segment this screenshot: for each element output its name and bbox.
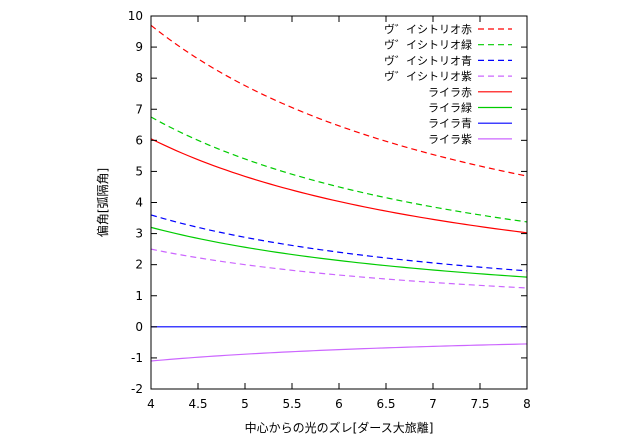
legend-label: ライラ赤	[428, 86, 472, 99]
y-tick-label: 5	[135, 164, 143, 178]
series-line-5	[150, 226, 528, 278]
x-axis-title: 中心からの光のズレ[ダース大旅離]	[245, 420, 434, 435]
series-line-3	[150, 248, 528, 289]
legend-label: ヴ゛イシトリオ青	[384, 53, 472, 67]
legend-label: ヴ゛イシトリオ緑	[384, 38, 472, 52]
series-layer	[150, 24, 528, 362]
legend-label: ライラ青	[428, 117, 472, 130]
x-tick-label: 5	[241, 397, 249, 411]
series-line-1	[150, 116, 528, 223]
series-line-2	[150, 214, 528, 272]
legend-label: ヴ゛イシトリオ紫	[384, 69, 472, 83]
series-line-0	[150, 24, 528, 177]
y-axis-title: 偏角[弧隔角]	[95, 168, 110, 237]
y-tick-label: 8	[135, 71, 143, 85]
x-tick-label: 7.5	[470, 397, 489, 411]
y-tick-label: 6	[135, 133, 143, 147]
y-tick-label: 4	[135, 196, 143, 210]
x-tick-label: 4.5	[188, 397, 207, 411]
x-tick-label: 6.5	[376, 397, 395, 411]
x-tick-label: 5.5	[282, 397, 301, 411]
series-line-7	[150, 343, 528, 362]
y-tick-label: 1	[135, 289, 143, 303]
y-tick-label: 2	[135, 258, 143, 272]
x-tick-label: 4	[147, 397, 155, 411]
y-tick-label: 0	[135, 320, 143, 334]
y-tick-label: 10	[128, 9, 143, 23]
legend-label: ヴ゛イシトリオ赤	[384, 22, 472, 36]
x-tick-label: 6	[335, 397, 343, 411]
y-tick-label: 3	[135, 227, 143, 241]
legend-label: ライラ紫	[428, 133, 472, 146]
legend-label: ライラ緑	[428, 101, 472, 115]
series-line-4	[150, 138, 528, 234]
y-tick-label: 7	[135, 102, 143, 116]
ticks-layer: 4 4.5 5 5.5 6 6.5 7 7.5 8 -2 -1 0 1 2 3 4 5 6 7 8 9 10	[128, 9, 531, 411]
x-tick-label: 7	[429, 397, 437, 411]
x-tick-label: 8	[523, 397, 531, 411]
y-tick-label: -2	[131, 382, 143, 396]
y-tick-label: -1	[131, 351, 143, 365]
y-tick-label: 9	[135, 40, 143, 54]
